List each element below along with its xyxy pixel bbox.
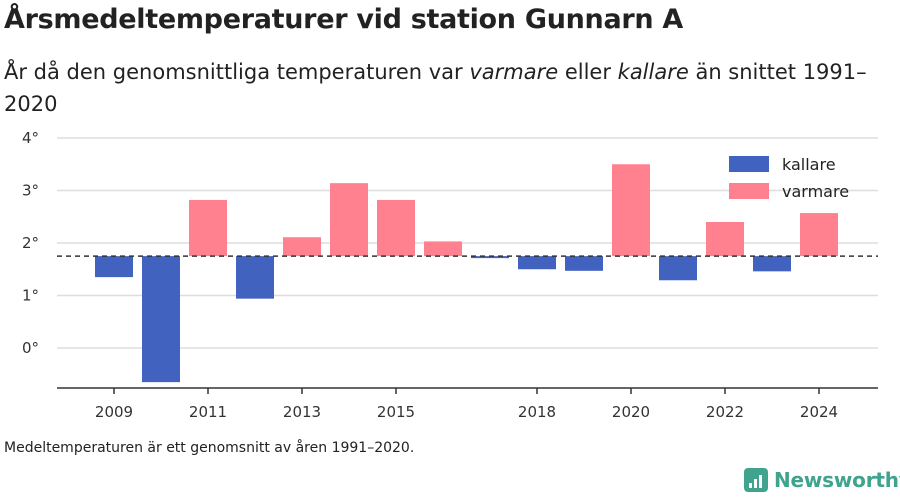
bar-2014 — [330, 183, 368, 257]
legend-label-varmare: varmare — [782, 182, 849, 201]
subtitle-part2: eller — [558, 60, 618, 84]
y-tick-label: 0° — [22, 339, 39, 357]
x-tick-label: 2013 — [283, 403, 321, 421]
bar-2016 — [424, 241, 462, 257]
x-tick-label: 2015 — [377, 403, 415, 421]
bar-2020 — [612, 164, 650, 257]
brand-logo[interactable]: Newsworthy — [744, 468, 900, 492]
chart-subtitle: År då den genomsnittliga temperaturen va… — [4, 56, 884, 120]
bar-2019 — [565, 256, 603, 271]
newsworthy-icon — [744, 468, 768, 492]
y-tick-label: 1° — [22, 287, 39, 305]
bar-2024 — [800, 213, 838, 257]
bars — [95, 164, 838, 383]
x-tick-label: 2009 — [95, 403, 133, 421]
bar-2017 — [471, 256, 509, 259]
legend: kallare varmare — [729, 155, 849, 201]
bar-2022 — [706, 222, 744, 257]
y-tick-label: 3° — [22, 182, 39, 200]
bar-chart: 0°1°2°3°4° 2009 2011 2013 2015 2018 2020 2022 2… — [22, 129, 878, 421]
brand-name: Newsworthy — [774, 468, 900, 492]
bar-2018 — [518, 256, 556, 270]
legend-swatch-kallare — [729, 156, 769, 172]
y-tick-label: 2° — [22, 234, 39, 252]
bar-2010 — [142, 256, 180, 383]
x-tick-label: 2018 — [518, 403, 556, 421]
bar-2021 — [659, 256, 697, 281]
y-tick-label: 4° — [22, 129, 39, 147]
subtitle-part1: År då den genomsnittliga temperaturen va… — [4, 60, 470, 84]
bar-2015 — [377, 199, 415, 257]
bar-2013 — [283, 237, 321, 257]
subtitle-part3: än snittet 1991–2020 — [4, 60, 867, 116]
x-axis: 2009 2011 2013 2015 2018 2020 2022 2024 — [57, 387, 878, 421]
x-tick-label: 2022 — [706, 403, 744, 421]
bar-2009 — [95, 256, 133, 278]
legend-swatch-varmare — [729, 183, 769, 199]
bar-2012 — [236, 256, 274, 299]
bar-2011 — [189, 199, 227, 257]
x-tick-label: 2020 — [612, 403, 650, 421]
subtitle-colder: kallare — [617, 60, 689, 84]
y-axis-labels: 0° 1° 2° 3° 4° — [22, 129, 39, 357]
chart-title: Årsmedeltemperaturer vid station Gunnarn… — [4, 4, 684, 35]
footnote: Medeltemperaturen är ett genomsnitt av å… — [4, 440, 415, 456]
legend-label-kallare: kallare — [782, 155, 836, 174]
bar-2023 — [753, 256, 791, 272]
x-tick-label: 2011 — [189, 403, 227, 421]
subtitle-warmer: varmare — [469, 60, 559, 84]
x-tick-label: 2024 — [800, 403, 838, 421]
